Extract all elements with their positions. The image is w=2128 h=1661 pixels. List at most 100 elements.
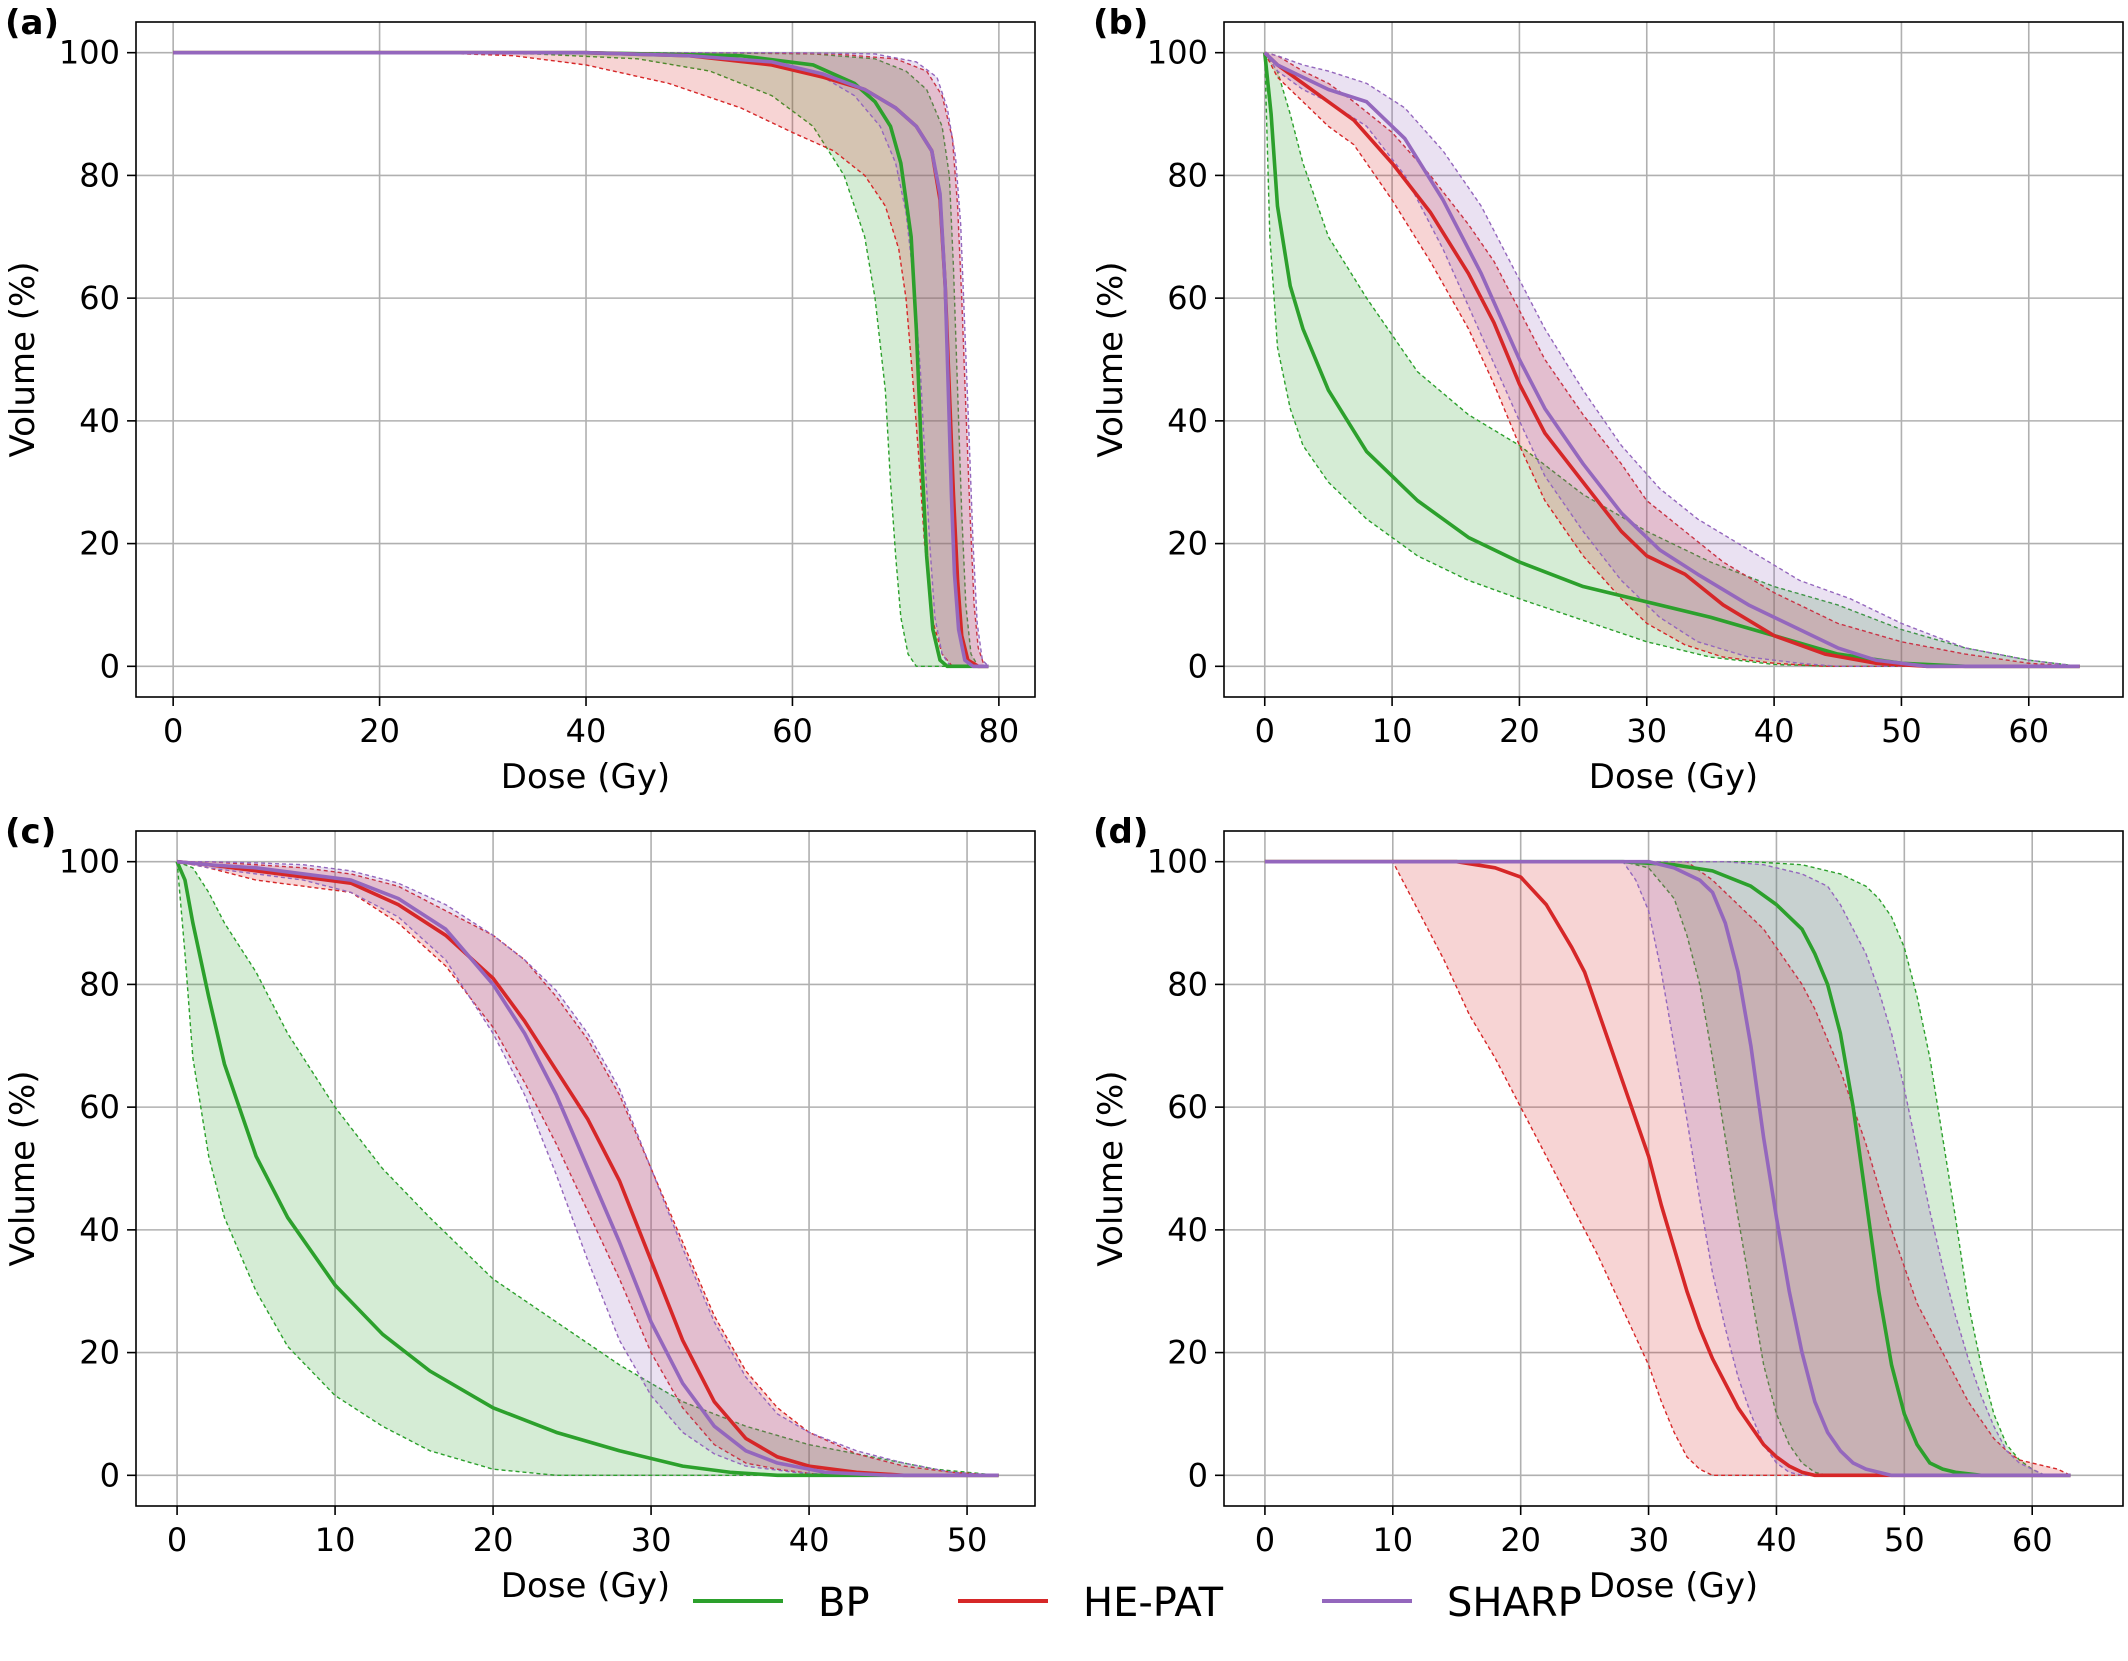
series-line-bp: [1262, 52, 2080, 669]
x-tick-label: 0: [1255, 1521, 1275, 1559]
band-upper-he-pat: [177, 860, 999, 1477]
band-sharp: [173, 52, 989, 667]
x-tick-label: 50: [947, 1521, 988, 1559]
y-tick-label: 40: [1167, 402, 1208, 440]
x-tick-label: 50: [1884, 1521, 1925, 1559]
x-tick-label: 40: [789, 1521, 830, 1559]
panel-d: 0 10 20 30 40 50 60 0 20 40 60 80 100 Dose (Gy) Volume…: [1091, 812, 2124, 1606]
x-tick-label: 80: [979, 712, 1020, 750]
band-upper-sharp: [1264, 52, 2080, 668]
x-tick-label: 20: [1500, 1521, 1541, 1559]
y-axis-label: Volume (%): [3, 1070, 43, 1266]
y-tick-label: 60: [1167, 279, 1208, 317]
y-tick-label: 0: [1188, 647, 1208, 685]
band-sharp: [1264, 52, 2080, 667]
series-line-he-pat: [176, 859, 999, 1478]
band-lower-sharp: [1264, 860, 2071, 1477]
x-axis-label: Dose (Gy): [501, 1566, 670, 1606]
x-tick-label: 30: [1626, 712, 1667, 750]
band-lower-bp: [1264, 860, 2071, 1477]
y-tick-label: 0: [100, 647, 120, 685]
y-tick-label: 0: [1188, 1456, 1208, 1494]
y-tick-label: 60: [79, 279, 120, 317]
panel-a: 0 20 40 60 80 0 20 40 60 80 100 Dose (Gy) Volume (%)…: [3, 3, 1036, 797]
panel-label: (d): [1093, 812, 1148, 852]
legend: BP HE-PAT SHARP: [693, 1580, 1582, 1626]
x-tick-label: 20: [1499, 712, 1540, 750]
band-lower-bp: [173, 51, 989, 668]
band-bp: [1264, 52, 2080, 667]
x-tick-label: 40: [566, 712, 607, 750]
band-upper-he-pat: [173, 51, 989, 668]
y-tick-label: 40: [1167, 1211, 1208, 1249]
band-lower-he-pat: [1264, 860, 2071, 1477]
series-line-he-pat: [1264, 859, 2071, 1478]
legend-label-bp: BP: [818, 1580, 870, 1626]
x-tick-label: 50: [1881, 712, 1922, 750]
band-upper-bp: [1264, 860, 2071, 1477]
band-sharp: [1264, 861, 2071, 1476]
x-tick-label: 30: [1628, 1521, 1669, 1559]
x-axis-label: Dose (Gy): [501, 757, 670, 797]
y-tick-label: 80: [79, 156, 120, 194]
x-tick-label: 30: [631, 1521, 672, 1559]
y-tick-label: 20: [1167, 1334, 1208, 1372]
band-lower-sharp: [176, 860, 999, 1477]
x-tick-label: 20: [359, 712, 400, 750]
y-tick-label: 100: [59, 34, 120, 72]
band-bp: [177, 861, 999, 1476]
y-axis-label: Volume (%): [1091, 261, 1131, 457]
band-upper-he-pat: [1264, 860, 2071, 1476]
panel-label: (b): [1093, 3, 1148, 43]
x-tick-label: 20: [473, 1521, 514, 1559]
band-lower-bp: [1264, 52, 2080, 668]
y-tick-label: 20: [79, 525, 120, 563]
plot-frame: [1223, 21, 2124, 698]
y-tick-label: 100: [59, 843, 120, 881]
legend-label-sharp: SHARP: [1447, 1580, 1582, 1626]
y-tick-label: 60: [79, 1088, 120, 1126]
band-lower-he-pat: [173, 51, 989, 668]
y-tick-label: 80: [1167, 965, 1208, 1003]
x-tick-label: 40: [1756, 1521, 1797, 1559]
series-line-bp: [173, 50, 989, 669]
y-tick-label: 20: [1167, 525, 1208, 563]
series-line-he-pat: [1263, 51, 2080, 669]
band-upper-sharp: [173, 51, 990, 667]
x-tick-label: 60: [2012, 1521, 2053, 1559]
series-line-sharp: [173, 50, 989, 669]
band-upper-bp: [176, 861, 999, 1477]
y-tick-label: 40: [79, 402, 120, 440]
y-tick-label: 0: [100, 1456, 120, 1494]
x-axis-label: Dose (Gy): [1589, 757, 1758, 797]
y-tick-label: 80: [79, 965, 120, 1003]
y-tick-label: 60: [1167, 1088, 1208, 1126]
band-bp: [1264, 861, 2071, 1476]
band-upper-bp: [173, 51, 989, 668]
plot-frame: [135, 830, 1036, 1507]
band-upper-sharp: [1264, 860, 2071, 1477]
band-lower-bp: [176, 861, 999, 1477]
plot-frame: [1223, 830, 2124, 1507]
y-tick-label: 20: [79, 1334, 120, 1372]
y-tick-label: 40: [79, 1211, 120, 1249]
band-lower-he-pat: [176, 860, 999, 1477]
y-axis-label: Volume (%): [3, 261, 43, 457]
x-tick-label: 0: [1255, 712, 1275, 750]
x-tick-label: 0: [167, 1521, 187, 1559]
band-upper-sharp: [177, 860, 999, 1477]
band-he-pat: [173, 52, 989, 667]
band-bp: [173, 52, 989, 667]
legend-label-he-pat: HE-PAT: [1083, 1580, 1224, 1626]
x-tick-label: 60: [772, 712, 813, 750]
x-tick-label: 0: [163, 712, 183, 750]
band-he-pat: [1264, 861, 2071, 1476]
series-line-sharp: [1263, 51, 2080, 669]
x-axis-label: Dose (Gy): [1589, 1566, 1758, 1606]
series-line-bp: [175, 860, 999, 1478]
band-lower-he-pat: [1264, 52, 2080, 668]
series-line-sharp: [1264, 859, 2071, 1478]
panel-label: (a): [5, 3, 59, 43]
y-tick-label: 100: [1147, 843, 1208, 881]
